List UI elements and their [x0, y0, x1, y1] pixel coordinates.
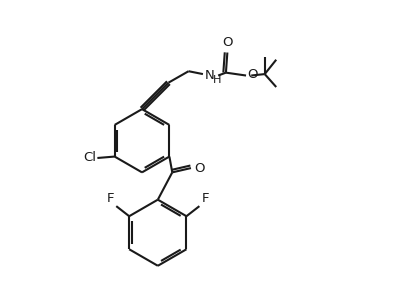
Text: O: O — [194, 161, 205, 175]
Text: O: O — [222, 36, 233, 49]
Text: F: F — [201, 192, 209, 205]
Text: Cl: Cl — [83, 151, 96, 164]
Text: F: F — [107, 192, 114, 205]
Text: H: H — [212, 75, 221, 85]
Text: N: N — [204, 69, 214, 82]
Text: O: O — [247, 68, 257, 81]
